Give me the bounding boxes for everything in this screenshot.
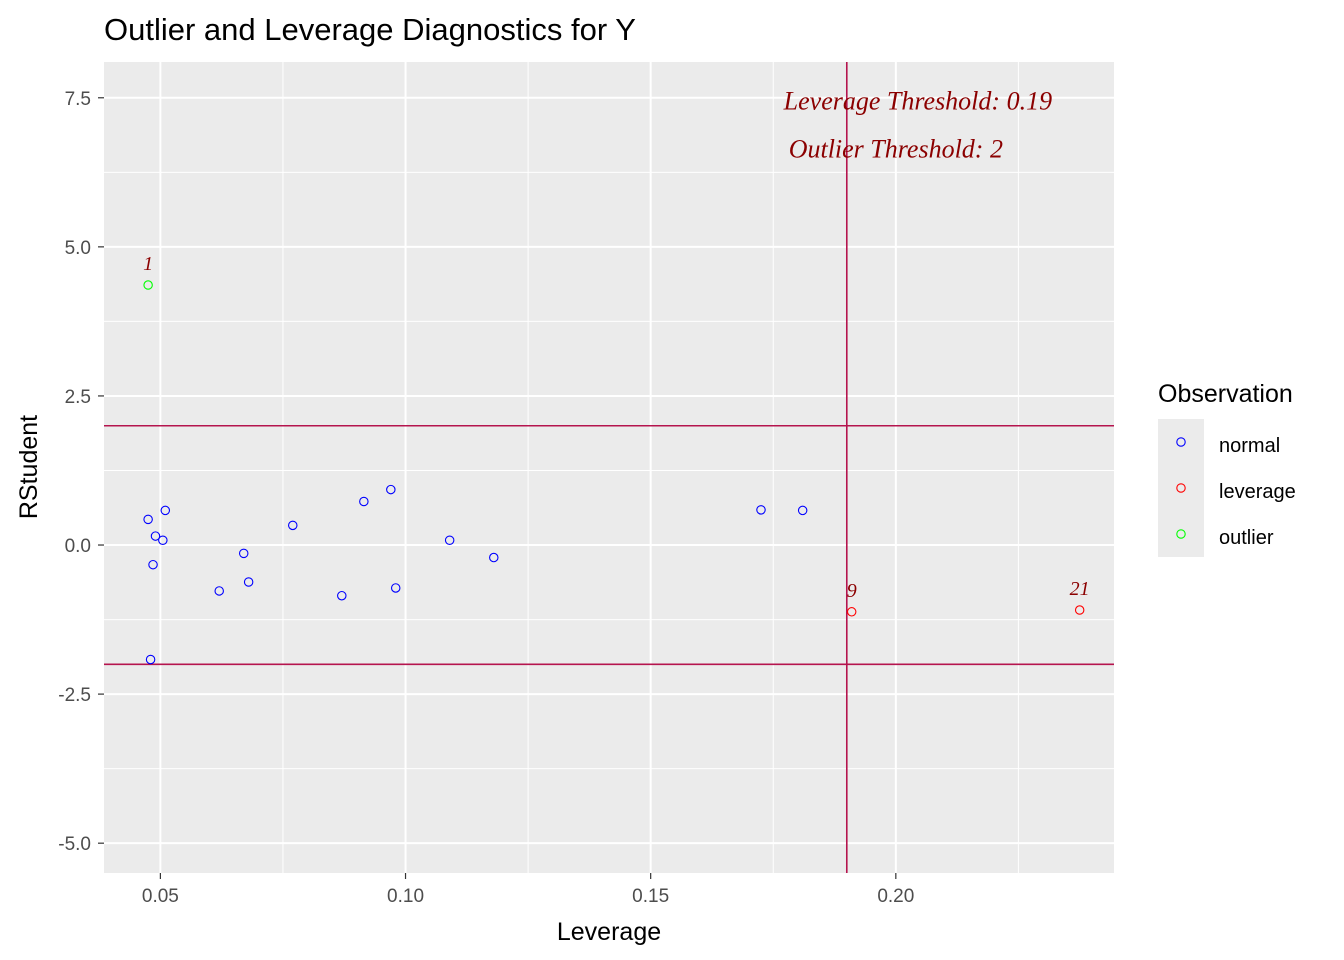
point-label: 9 [847, 580, 857, 602]
normal-point [214, 586, 224, 596]
legend-label-leverage: leverage [1219, 481, 1296, 503]
normal-point [797, 505, 808, 516]
legend-key-outlier [1176, 529, 1186, 539]
normal-point [390, 583, 401, 593]
normal-point [143, 514, 153, 525]
point-label: 1 [143, 253, 153, 275]
y-axis: 7.5 5.0 2.5 0.0 -2.5 -5.0 [58, 89, 104, 855]
normal-point [145, 654, 156, 665]
plot-panel [104, 62, 1114, 873]
y-tick-label: 5.0 [65, 238, 91, 259]
leverage-point [1074, 605, 1085, 615]
normal-point [148, 559, 158, 570]
point-labels: 9 21 1 [143, 253, 1090, 602]
y-tick-label: -5.0 [58, 834, 91, 855]
normal-point [160, 505, 171, 516]
normal-point [756, 505, 766, 515]
x-tick-label: 0.20 [877, 886, 914, 907]
threshold-lines [104, 62, 1114, 873]
threshold-annotations: Leverage Threshold: 0.19 Outlier Threshol… [783, 87, 1052, 164]
legend-label-normal: normal [1219, 435, 1280, 457]
outlier-point [143, 280, 153, 290]
normal-point [386, 484, 396, 495]
minor-gridlines [104, 62, 1114, 873]
normal-point [489, 552, 499, 563]
legend-label-outlier: outlier [1219, 527, 1274, 549]
legend-entries: normal leverage outlier [1176, 435, 1296, 549]
legend: Observation normal leverage outlier [1158, 380, 1296, 557]
y-tick-label: 7.5 [65, 89, 91, 110]
point-label: 21 [1070, 578, 1090, 600]
legend-key-normal [1176, 437, 1186, 447]
normal-point [243, 577, 254, 587]
normal-point [288, 520, 298, 531]
major-gridlines [104, 62, 1114, 873]
normal-point [238, 548, 249, 559]
x-tick-label: 0.05 [142, 886, 179, 907]
normal-point [337, 590, 347, 601]
x-tick-label: 0.15 [632, 886, 669, 907]
y-axis-title: RStudent [15, 415, 43, 519]
x-axis-title: Leverage [557, 918, 661, 946]
leverage-point [846, 607, 857, 617]
chart-title: Outlier and Leverage Diagnostics for Y [104, 12, 636, 47]
y-tick-label: -2.5 [58, 685, 91, 706]
normal-point [158, 535, 168, 546]
normal-point [150, 531, 161, 541]
normal-point [444, 535, 455, 546]
y-tick-label: 2.5 [65, 387, 91, 408]
x-tick-label: 0.10 [387, 886, 424, 907]
legend-title: Observation [1158, 380, 1293, 408]
x-axis: 0.05 0.10 0.15 0.20 [142, 873, 914, 907]
legend-key-leverage [1176, 483, 1186, 493]
legend-key-background [1158, 419, 1204, 557]
threshold-annotation: Leverage Threshold: 0.19 [783, 87, 1052, 116]
threshold-annotation: Outlier Threshold: 2 [789, 134, 1003, 163]
data-points [143, 280, 1085, 665]
y-tick-label: 0.0 [65, 536, 91, 557]
normal-point [359, 496, 369, 507]
